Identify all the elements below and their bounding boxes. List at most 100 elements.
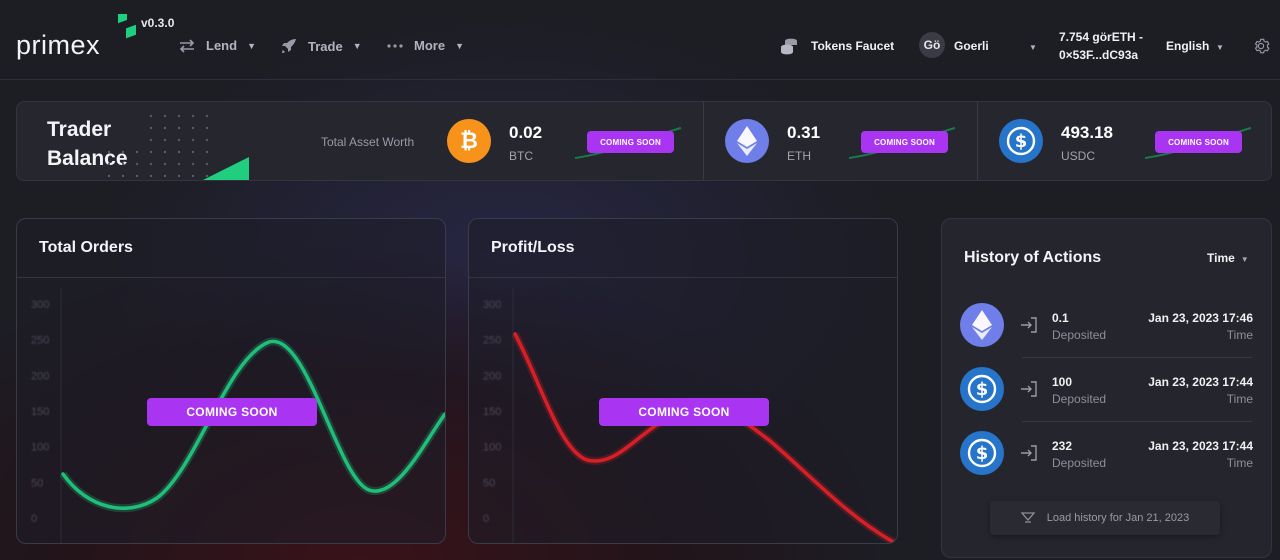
decorative-dot [205,114,209,118]
wallet-balance[interactable]: 7.754 görETH - [1059,30,1144,44]
y-tick-label: 50 [483,477,495,489]
nav-trade-label: Trade [308,38,343,54]
decorative-dot [121,162,125,166]
language-selector[interactable]: English [1166,39,1210,53]
version-label: v0.3.0 [141,16,175,30]
decorative-dot [177,150,181,154]
decorative-dot [107,150,111,154]
chevron-down-icon: ▼ [455,40,464,51]
decorative-dot [163,150,167,154]
swap-arrows-icon [179,38,195,53]
tokens-faucet-link[interactable]: Tokens Faucet [811,39,895,53]
history-action: Deposited [1052,392,1107,406]
y-tick-label: 200 [31,370,49,382]
decorative-dot [121,174,125,178]
wallet-address[interactable]: 0×53F...dC93a [1059,48,1139,62]
gear-icon[interactable] [1252,37,1270,55]
top-header: primex v0.3.0 Lend ▼ Trade ▼ More ▼ Toke… [0,0,1280,80]
svg-text:$: $ [1015,131,1028,152]
decorative-dot [163,174,167,178]
series-line [61,339,445,510]
series-line [513,332,897,543]
total-orders-title: Total Orders [39,239,133,256]
decorative-green-triangle [203,157,249,180]
y-tick-label: 150 [31,406,49,418]
trader-balance-title: Trader Balance [47,115,128,173]
total-asset-worth-label: Total Asset Worth [321,135,415,149]
decorative-dot [163,138,167,142]
history-row[interactable]: $ 232 Deposited Jan 23, 2023 17:44 Time [942,431,1273,495]
total-orders-chart: 0 50 100 150 200 250 300 [31,288,445,543]
history-date: Jan 23, 2023 17:46 [1148,311,1253,325]
decorative-dot [163,162,167,166]
decorative-dot [205,126,209,130]
sort-by-time-dropdown[interactable]: Time ▼ [1207,251,1249,265]
y-tick-label: 200 [483,370,501,382]
nav-lend-label: Lend [206,38,238,53]
logo-mark-icon [118,14,136,39]
y-tick-label: 100 [483,442,501,454]
eth-symbol: ETH [787,149,811,163]
nav-more-label: More [414,38,446,53]
decorative-dot [163,126,167,130]
filter-icon [1020,512,1035,523]
y-tick-label: 150 [483,406,501,418]
decorative-dot [149,174,153,178]
decorative-dot [149,150,153,154]
usdc-coming-soon-badge: COMING SOON [1155,131,1242,153]
divider [469,277,897,278]
orders-coming-soon-badge: COMING SOON [147,398,317,426]
decorative-dot [163,114,167,118]
divider [1022,421,1252,422]
history-row[interactable]: $ 100 Deposited Jan 23, 2023 17:44 Time [942,367,1273,431]
decorative-dot [191,126,195,130]
network-avatar: Gö [919,32,945,58]
y-tick-label: 300 [483,299,501,311]
bitcoin-icon: ₿ [447,119,491,163]
decorative-dot [205,162,209,166]
decorative-dot [135,162,139,166]
divider [1022,357,1252,358]
primex-logo[interactable]: primex [16,30,101,60]
nav-more[interactable]: More ▼ [386,38,464,53]
divider [703,102,704,180]
pnl-coming-soon-badge: COMING SOON [599,398,769,426]
load-history-button[interactable]: Load history for Jan 21, 2023 [990,501,1220,535]
y-tick-label: 100 [31,442,49,454]
chevron-down-icon[interactable]: ▼ [1216,43,1224,52]
nav-lend[interactable]: Lend ▼ [178,38,256,53]
network-selector[interactable]: Goerli [954,39,989,53]
chevron-down-icon: ▼ [247,40,256,51]
y-tick-label: 0 [483,513,489,525]
decorative-dot [191,174,195,178]
history-amount: 232 [1052,439,1073,453]
nav-trade[interactable]: Trade ▼ [280,38,362,54]
chevron-down-icon[interactable]: ▼ [1029,43,1037,52]
decorative-dot [149,138,153,142]
history-row[interactable]: 0.1 Deposited Jan 23, 2023 17:46 Time [942,303,1273,367]
rocket-icon [282,39,296,53]
decorative-dot [191,138,195,142]
history-time-label: Time [1226,328,1253,342]
sort-label: Time [1207,251,1235,265]
decorative-dot [205,138,209,142]
y-tick-label: 300 [31,299,49,311]
history-amount: 0.1 [1052,311,1069,325]
history-date: Jan 23, 2023 17:44 [1148,439,1253,453]
trader-balance-bar: Trader Balance Total Asset Worth ₿ 0.02 … [16,101,1272,181]
eth-coming-soon-badge: COMING SOON [861,131,948,153]
history-of-actions-panel: History of Actions Time ▼ 0.1 Deposited J… [941,218,1272,558]
y-tick-label: 250 [483,335,501,347]
y-tick-label: 50 [31,477,43,489]
usdc-icon: $ [999,119,1043,163]
usdc-icon: $ [960,367,1004,411]
divider [17,277,445,278]
decorative-dot [107,174,111,178]
usdc-icon: $ [960,431,1004,475]
decorative-dot [135,150,139,154]
svg-text:$: $ [976,379,989,400]
decorative-dot [177,126,181,130]
load-history-label: Load history for Jan 21, 2023 [1046,512,1190,524]
profit-loss-title: Profit/Loss [491,239,575,256]
decorative-dot [177,174,181,178]
